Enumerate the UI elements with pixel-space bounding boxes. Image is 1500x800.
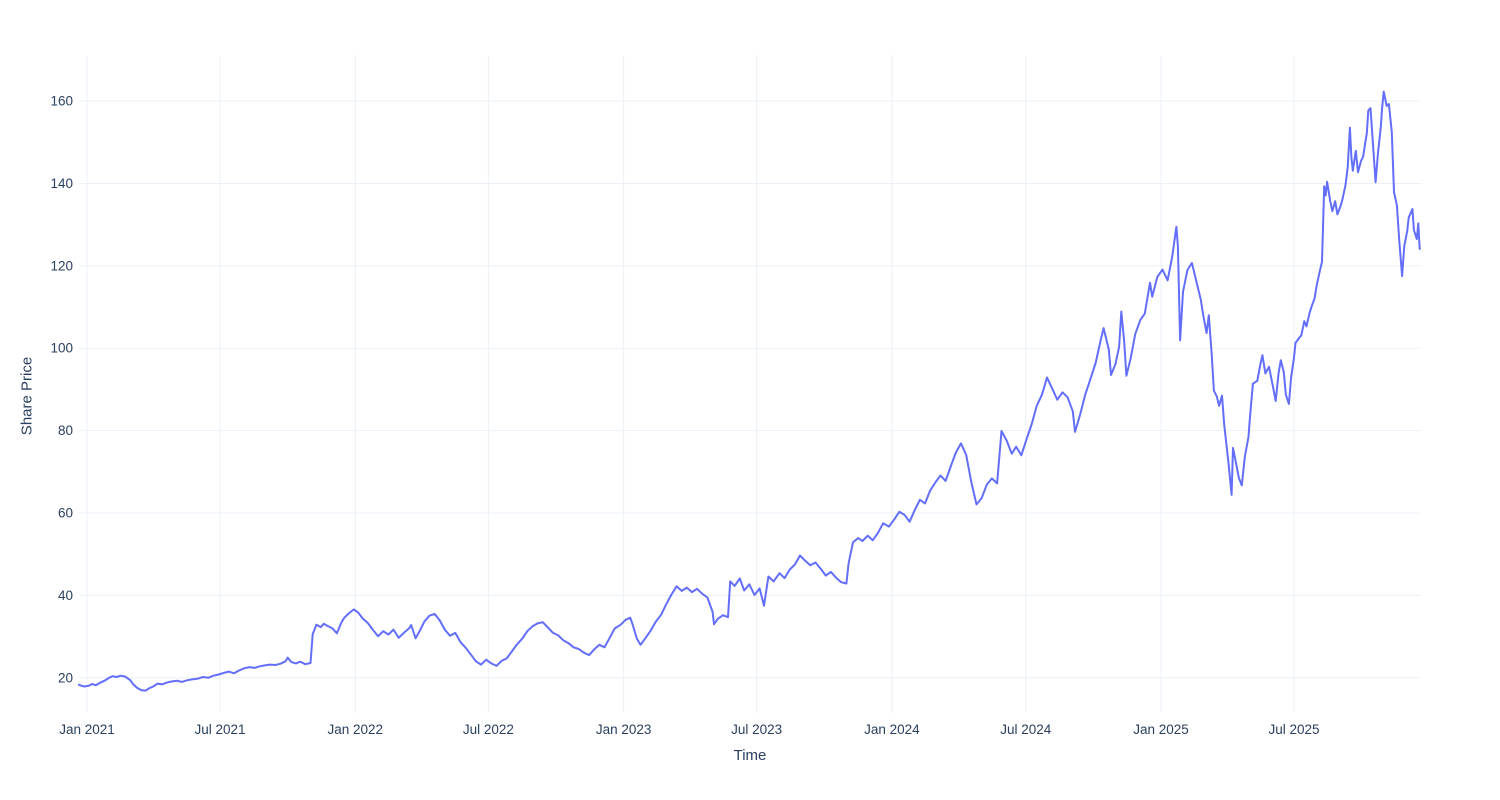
y-tick-label: 120: [50, 258, 73, 273]
price-line: [77, 90, 1421, 692]
x-tick-label: Jan 2021: [59, 722, 115, 737]
x-tick-label: Jul 2022: [463, 722, 514, 737]
x-tick-label: Jul 2021: [195, 722, 246, 737]
x-tick-label: Jul 2025: [1269, 722, 1320, 737]
x-tick-label: Jul 2024: [1000, 722, 1052, 737]
y-tick-label: 40: [58, 588, 73, 603]
x-tick-label: Jan 2023: [596, 722, 652, 737]
y-tick-label: 100: [50, 341, 73, 356]
y-tick-label: 60: [58, 506, 73, 521]
x-tick-label: Jan 2022: [328, 722, 384, 737]
y-tick-label: 80: [58, 423, 73, 438]
x-tick-label: Jul 2023: [731, 722, 782, 737]
y-tick-label: 140: [50, 176, 73, 191]
x-tick-label: Jan 2024: [864, 722, 920, 737]
x-tick-label: Jan 2025: [1133, 722, 1189, 737]
y-tick-label: 20: [58, 670, 73, 685]
y-axis-title: Share Price: [18, 356, 36, 436]
x-axis-title: Time: [733, 747, 767, 764]
y-tick-label: 160: [50, 94, 73, 109]
